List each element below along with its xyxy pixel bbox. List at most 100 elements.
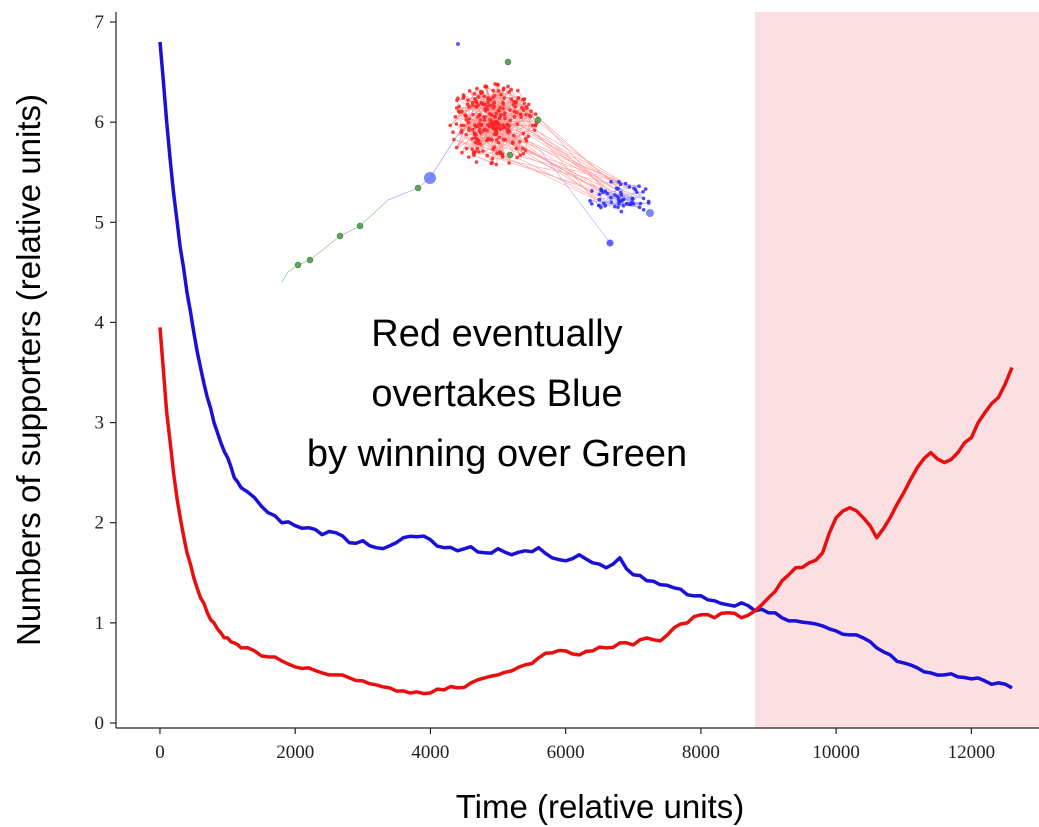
network-edge (487, 124, 624, 207)
network-edge (309, 235, 341, 261)
network-node (495, 151, 499, 156)
network-edge (387, 187, 419, 201)
network-node (533, 112, 538, 116)
network-node (530, 123, 535, 128)
network-node (507, 161, 511, 165)
network-node (494, 162, 499, 167)
network-node (476, 139, 481, 143)
network-node (454, 122, 459, 126)
network-node (518, 112, 523, 117)
network-edge (502, 127, 604, 204)
network-node (506, 84, 510, 89)
x-axis-title: Time (relative units) (456, 788, 745, 825)
network-node (501, 100, 505, 105)
network-edge (530, 111, 536, 126)
network-edge (489, 119, 619, 201)
network-node (466, 155, 471, 159)
network-node (504, 58, 512, 66)
y-axis-title: Numbers of supporters (relative units) (10, 94, 47, 646)
network-node (613, 193, 617, 197)
network-node (521, 97, 525, 102)
network-node (492, 132, 497, 136)
network-node (474, 160, 479, 164)
network-node (490, 121, 495, 126)
series-line-0 (158, 41, 1013, 690)
network-node (511, 133, 516, 138)
network-node (467, 126, 471, 130)
network-node (493, 119, 498, 124)
network-node (500, 152, 505, 157)
network-node (497, 135, 502, 140)
network-node (461, 123, 466, 128)
network-node (646, 199, 651, 204)
network-node (461, 96, 465, 100)
network-node (619, 209, 624, 214)
network-node (491, 147, 495, 152)
network-node (590, 189, 594, 193)
network-edge (359, 199, 389, 227)
network-node (470, 100, 475, 105)
network-node (597, 197, 602, 202)
x-tick-label: 6000 (547, 742, 585, 763)
network-node (485, 104, 489, 109)
series-layer (158, 41, 1014, 696)
network-node (456, 42, 460, 46)
network-node (493, 127, 498, 132)
network-node (621, 204, 626, 208)
network-node (494, 111, 499, 116)
network-node (509, 87, 513, 92)
network-node (464, 114, 468, 119)
network-node (501, 106, 505, 111)
network-node (496, 88, 501, 93)
network-node (520, 106, 524, 110)
network-node (471, 112, 475, 117)
network-node (641, 196, 646, 201)
network-node (492, 104, 497, 109)
y-tick-label: 3 (95, 413, 105, 434)
network-node (424, 172, 436, 184)
network-node (472, 92, 476, 96)
network-node (482, 102, 487, 107)
network-node (501, 123, 505, 127)
network-edge (526, 140, 633, 199)
network-node (599, 187, 603, 191)
network-node (524, 112, 528, 117)
network-node (464, 146, 469, 151)
network-node (534, 116, 542, 124)
y-tick-label: 6 (95, 112, 105, 133)
network-node (641, 207, 646, 212)
network-node (499, 92, 503, 97)
network-node (494, 138, 499, 142)
annotation-layer: Red eventually overtakes Blue by winning o… (307, 313, 687, 475)
network-node (467, 105, 471, 109)
x-tick-label: 4000 (411, 742, 449, 763)
network-node (609, 200, 614, 204)
annotation-line: overtakes Blue (371, 373, 622, 415)
network-node (510, 140, 515, 145)
network-node (472, 132, 477, 137)
network-node (508, 108, 512, 112)
network-node (633, 187, 638, 192)
network-node (498, 114, 503, 118)
network-node (474, 105, 478, 109)
network-node (470, 147, 475, 151)
network-node (451, 130, 455, 135)
network-node (524, 136, 528, 141)
network-node (532, 128, 537, 132)
network-edge (517, 157, 600, 200)
network-node (470, 136, 474, 141)
network-node (493, 115, 498, 119)
x-tick-label: 10000 (812, 742, 860, 763)
network-node (637, 184, 641, 188)
network-node (486, 100, 490, 105)
network-edge (453, 139, 646, 190)
network-node (616, 205, 620, 210)
network-node (524, 105, 528, 109)
network-node (482, 118, 487, 122)
network-node (478, 118, 483, 122)
network-node (518, 140, 522, 144)
network-node (603, 204, 608, 208)
network-node (498, 150, 502, 154)
network-node (467, 117, 471, 121)
network-node (471, 127, 475, 132)
